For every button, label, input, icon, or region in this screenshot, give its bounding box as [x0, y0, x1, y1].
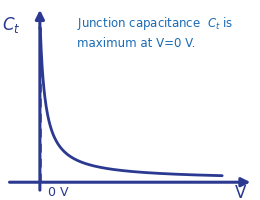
Text: $C_t$: $C_t$ [2, 15, 20, 35]
Text: Junction capacitance  $C_t$ is
maximum at V=0 V.: Junction capacitance $C_t$ is maximum at… [77, 15, 233, 50]
Text: V: V [235, 184, 246, 200]
Text: 0 V: 0 V [48, 186, 69, 199]
